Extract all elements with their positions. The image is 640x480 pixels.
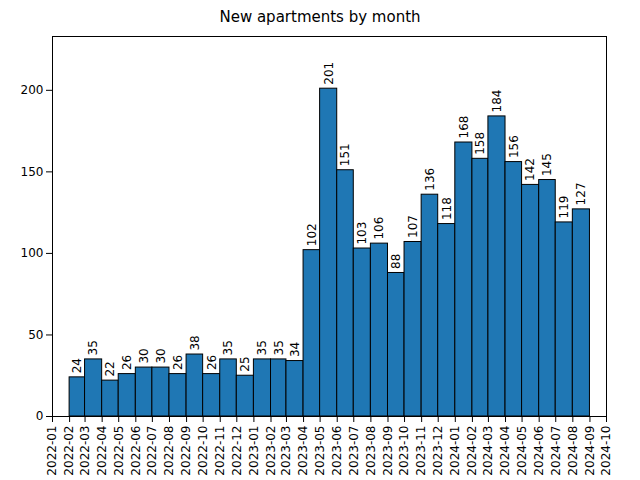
svg-text:2024-04: 2024-04: [498, 426, 512, 476]
svg-text:35: 35: [86, 340, 100, 355]
svg-text:35: 35: [255, 340, 269, 355]
html-text:New apartments by month: New apartments by month: [219, 8, 421, 26]
svg-text:136: 136: [423, 168, 437, 191]
svg-text:2024-01: 2024-01: [448, 426, 462, 476]
svg-text:2022-02: 2022-02: [62, 426, 76, 476]
svg-text:118: 118: [440, 197, 454, 220]
svg-text:2022-01: 2022-01: [45, 426, 59, 476]
svg-text:2023-07: 2023-07: [347, 426, 361, 476]
svg-text:2023-04: 2023-04: [296, 426, 310, 476]
svg-text:2024-02: 2024-02: [465, 426, 479, 476]
svg-text:142: 142: [523, 158, 537, 181]
svg-text:106: 106: [372, 217, 386, 240]
svg-text:2022-04: 2022-04: [95, 426, 109, 476]
svg-text:200: 200: [21, 83, 44, 97]
svg-text:2024-03: 2024-03: [481, 426, 495, 476]
svg-text:22: 22: [103, 361, 117, 376]
svg-text:2024-10: 2024-10: [599, 426, 613, 476]
svg-text:35: 35: [272, 340, 286, 355]
svg-text:2022-09: 2022-09: [179, 426, 193, 476]
svg-text:2023-03: 2023-03: [279, 426, 293, 476]
svg-text:24: 24: [70, 358, 84, 373]
svg-text:102: 102: [305, 223, 319, 246]
svg-text:168: 168: [457, 116, 471, 139]
svg-text:119: 119: [557, 196, 571, 219]
svg-text:2024-09: 2024-09: [583, 426, 597, 476]
svg-text:2023-06: 2023-06: [330, 426, 344, 476]
svg-text:2023-05: 2023-05: [313, 426, 327, 476]
svg-text:2022-11: 2022-11: [213, 426, 227, 476]
svg-text:2023-10: 2023-10: [397, 426, 411, 476]
svg-text:2023-12: 2023-12: [431, 426, 445, 476]
svg-text:25: 25: [238, 356, 252, 371]
svg-text:2022-03: 2022-03: [78, 426, 92, 476]
svg-text:107: 107: [406, 215, 420, 238]
svg-text:2024-08: 2024-08: [566, 426, 580, 476]
svg-text:145: 145: [540, 153, 554, 176]
svg-text:30: 30: [154, 348, 168, 363]
svg-text:0: 0: [36, 409, 44, 423]
svg-text:2023-01: 2023-01: [247, 426, 261, 476]
svg-text:30: 30: [137, 348, 151, 363]
svg-text:158: 158: [473, 132, 487, 155]
svg-text:2022-05: 2022-05: [112, 426, 126, 476]
svg-text:2023-02: 2023-02: [264, 426, 278, 476]
svg-text:2022-07: 2022-07: [145, 426, 159, 476]
svg-text:103: 103: [355, 222, 369, 245]
svg-text:2022-10: 2022-10: [196, 426, 210, 476]
svg-text:100: 100: [21, 246, 44, 260]
svg-text:34: 34: [288, 342, 302, 357]
svg-text:26: 26: [171, 355, 185, 370]
svg-text:2022-06: 2022-06: [129, 426, 143, 476]
svg-text:2024-07: 2024-07: [549, 426, 563, 476]
svg-text:2024-06: 2024-06: [532, 426, 546, 476]
svg-text:150: 150: [21, 165, 44, 179]
svg-text:156: 156: [507, 135, 521, 158]
svg-text:35: 35: [221, 340, 235, 355]
svg-text:2023-09: 2023-09: [381, 426, 395, 476]
svg-text:26: 26: [120, 355, 134, 370]
svg-text:88: 88: [389, 254, 403, 269]
svg-text:151: 151: [338, 143, 352, 166]
svg-text:201: 201: [322, 62, 336, 85]
svg-text:127: 127: [574, 182, 588, 205]
svg-text:38: 38: [188, 335, 202, 350]
svg-text:2023-11: 2023-11: [414, 426, 428, 476]
svg-text:184: 184: [490, 90, 504, 113]
svg-text:2023-08: 2023-08: [364, 426, 378, 476]
svg-text:50: 50: [28, 328, 43, 342]
svg-text:26: 26: [205, 355, 219, 370]
svg-text:2022-08: 2022-08: [162, 426, 176, 476]
svg-text:2022-12: 2022-12: [230, 426, 244, 476]
svg-text:2024-05: 2024-05: [515, 426, 529, 476]
